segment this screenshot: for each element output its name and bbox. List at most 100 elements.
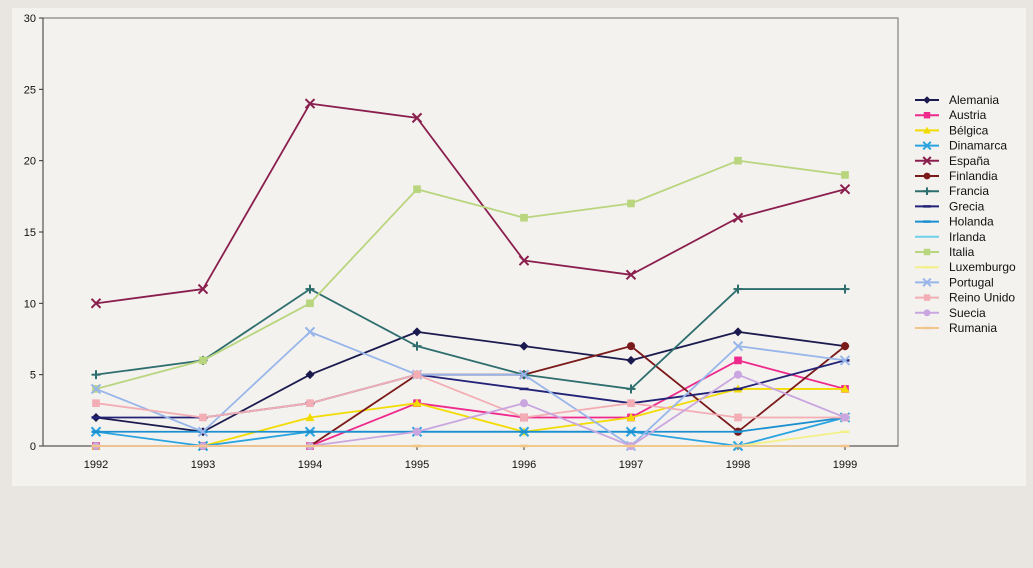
legend-label: Reino Unido [949, 291, 1015, 305]
series-point-5-3 [304, 98, 316, 109]
line-chart: 0 5 10 15 20 25 30 1992 1993 1994 1995 1996 1997 1998… [24, 13, 1016, 471]
series-point-5-5 [518, 255, 530, 266]
series-point-14-3 [306, 399, 314, 408]
legend-label: Suecia [949, 306, 986, 320]
series-point-13-8 [839, 355, 851, 366]
series-line-1 [95, 330, 846, 433]
legend-item: España [915, 154, 990, 168]
legend-label: Italia [949, 245, 975, 259]
legend-item: Bélgica [915, 123, 989, 137]
series-point-1-3 [305, 370, 315, 380]
x-tick-label: 1999 [833, 459, 857, 471]
series-line-7 [95, 288, 845, 390]
series-point-3-3 [305, 412, 315, 422]
legend-marker [923, 172, 931, 180]
series-point-15-7 [733, 370, 743, 379]
series-point-14-4 [413, 370, 421, 379]
y-tick-label: 0 [30, 441, 36, 453]
series-point-3-4 [412, 398, 422, 407]
x-tick-label: 1995 [405, 459, 429, 471]
series-point-11-7 [734, 156, 742, 165]
series-point-14-7 [734, 413, 742, 422]
series-point-7-3 [305, 284, 315, 294]
series-point-11-2 [199, 356, 207, 365]
series-point-13-3 [304, 326, 316, 338]
legend-label: Austria [949, 108, 987, 122]
series-point-7-7 [733, 284, 743, 294]
legend-label: Grecia [949, 199, 985, 213]
legend-item: Grecia [915, 199, 985, 213]
series-point-7-1 [91, 370, 101, 380]
series-point-13-2 [197, 426, 209, 437]
series-point-14-5 [520, 413, 528, 422]
y-tick-label: 5 [30, 370, 36, 382]
series-point-7-6 [626, 384, 636, 394]
legend-label: Rumania [949, 321, 997, 335]
legend-item: Suecia [915, 306, 986, 320]
series-point-5-6 [625, 269, 637, 281]
y-tick-label: 15 [24, 227, 36, 239]
legend-marker [923, 126, 931, 134]
series-point-11-3 [306, 299, 314, 308]
series-line-5 [95, 102, 846, 305]
y-tick-label: 10 [24, 298, 36, 310]
series-point-3-8 [840, 384, 850, 393]
x-tick-label: 1996 [512, 459, 536, 471]
series-point-5-1 [90, 298, 102, 309]
series-point-13-5 [518, 369, 530, 380]
legend-label: Bélgica [949, 123, 989, 137]
legend-label: Holanda [949, 215, 994, 229]
series-point-15-4 [412, 427, 422, 436]
series-point-1-5 [519, 341, 529, 351]
x-tick-label: 1997 [619, 459, 643, 471]
legend-item: Irlanda [915, 230, 986, 244]
x-tick-label: 1994 [298, 459, 322, 471]
series-point-11-8 [841, 171, 849, 179]
series-point-7-8 [840, 284, 850, 294]
series-point-15-5 [519, 399, 529, 408]
series-point-11-4 [413, 185, 421, 194]
legend-item: Rumania [915, 321, 997, 335]
series-point-5-4 [411, 112, 423, 124]
series-line-11 [95, 159, 846, 390]
series-line-9 [96, 416, 846, 433]
x-tick-label: 1998 [726, 459, 750, 471]
legend-marker [923, 248, 931, 256]
legend-label: España [949, 154, 990, 168]
legend-label: Portugal [949, 275, 994, 289]
legend-marker [922, 141, 932, 151]
y-tick-label: 20 [24, 156, 36, 168]
legend-item: Francia [915, 184, 989, 198]
legend-item: Italia [915, 245, 975, 259]
series-point-6-6 [626, 342, 636, 351]
x-tick-label: 1993 [191, 459, 215, 471]
legend-label: Irlanda [949, 230, 986, 244]
series-point-3-6 [626, 412, 636, 422]
legend-label: Dinamarca [949, 139, 1007, 153]
series-point-11-5 [520, 213, 528, 222]
series-point-1-4 [412, 327, 422, 337]
legend-item: Portugal [915, 275, 994, 289]
series-point-14-6 [627, 399, 635, 408]
series-point-5-7 [732, 212, 744, 223]
legend-item: Reino Unido [915, 291, 1015, 305]
series-point-14-1 [92, 399, 100, 408]
legend-marker [923, 96, 931, 104]
series-point-1-6 [626, 355, 636, 365]
series-point-15-8 [840, 413, 850, 422]
legend-item: Alemania [915, 93, 999, 107]
series-point-5-2 [197, 283, 209, 295]
series-point-13-1 [90, 383, 102, 395]
legend-marker [923, 187, 931, 195]
series-point-13-7 [732, 340, 744, 352]
series-point-1-7 [733, 327, 743, 337]
legend-marker [922, 156, 932, 166]
chart-frame: 0 5 10 15 20 25 30 1992 1993 1994 1995 1996 1997 1998… [12, 8, 1026, 486]
series-point-7-4 [412, 341, 422, 351]
legend-item: Dinamarca [915, 139, 1007, 153]
legend-item: Austria [915, 108, 987, 122]
legend-label: Finlandia [949, 169, 998, 183]
legend-marker [922, 277, 932, 287]
series-point-11-6 [627, 199, 635, 208]
